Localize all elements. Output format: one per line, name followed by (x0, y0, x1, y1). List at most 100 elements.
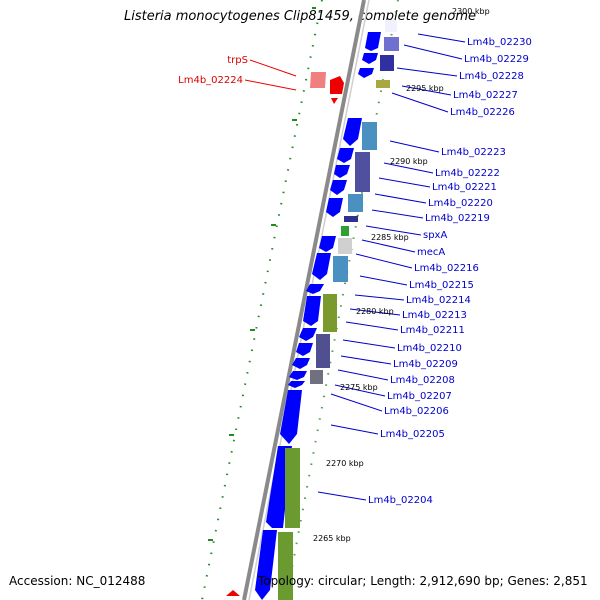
gene-arrow (303, 296, 321, 326)
gene-arrow (255, 530, 277, 600)
scale-label: 2270 kbp (326, 459, 364, 468)
label-connector (249, 59, 297, 77)
gene-label: Lm4b_02216 (414, 263, 479, 274)
category-block (333, 256, 348, 282)
gene-label: Lm4b_02228 (459, 71, 524, 82)
accession-label: Accession: NC_012488 (9, 574, 146, 588)
category-block (384, 37, 399, 51)
gene-arrow (296, 343, 313, 356)
label-connector (371, 209, 424, 219)
label-connector (334, 384, 386, 397)
gene-label: Lm4b_02219 (425, 213, 490, 224)
label-connector (337, 369, 389, 381)
label-connector (345, 321, 399, 331)
small-red-marker (331, 98, 338, 104)
category-block (278, 532, 293, 600)
category-block (344, 216, 358, 222)
label-connector (374, 193, 427, 204)
scale-label: 2290 kbp (390, 157, 428, 166)
gene-label: Lm4b_02204 (368, 495, 433, 506)
gene-arrow (358, 68, 374, 78)
label-connector (359, 275, 408, 286)
blue-gene-labels: Lm4b_02230 Lm4b_02229 Lm4b_02228 Lm4b_02227… (368, 37, 532, 506)
gene-arrow (330, 180, 347, 195)
gene-arrow-trps (310, 72, 326, 88)
scale-label: 2295 kbp (406, 84, 444, 93)
gene-arrow (306, 284, 324, 294)
gene-label: Lm4b_02230 (467, 37, 532, 48)
gene-label: Lm4b_02224 (178, 75, 243, 86)
gene-label: Lm4b_02229 (464, 54, 529, 65)
category-block (323, 294, 337, 332)
gene-arrow (319, 236, 336, 252)
gene-arrow (288, 381, 305, 388)
label-connector (317, 491, 367, 501)
gene-label: Lm4b_02210 (397, 343, 462, 354)
gene-arrow-lm4b-02224 (330, 76, 344, 94)
category-block (355, 152, 370, 192)
label-connector (417, 33, 466, 43)
scale-labels: 2300 kbp 2295 kbp 2290 kbp 2285 kbp 2280 kbp… (313, 7, 490, 543)
label-connector (396, 67, 458, 77)
label-connector (330, 393, 383, 412)
label-connector (389, 140, 440, 153)
gene-label: mecA (417, 247, 445, 258)
label-connector (354, 294, 405, 301)
gene-arrow (337, 148, 354, 163)
gene-label: Lm4b_02220 (428, 198, 493, 209)
gene-arrow (292, 358, 310, 369)
label-connector (361, 239, 416, 253)
scale-label: 2275 kbp (340, 383, 378, 392)
gene-arrow (299, 328, 317, 341)
category-block (341, 226, 349, 236)
gene-arrow (343, 118, 362, 146)
gene-label: Lm4b_02215 (409, 280, 474, 291)
label-connector (378, 177, 431, 188)
gene-arrow (280, 390, 302, 444)
label-connector (401, 85, 452, 96)
red-label-connectors (244, 59, 297, 91)
gene-label: Lm4b_02205 (380, 429, 445, 440)
scale-label: 2285 kbp (371, 233, 409, 242)
category-block (285, 448, 300, 528)
gene-arrow (289, 371, 307, 380)
scale-label: 2300 kbp (452, 7, 490, 16)
scale-label: 2265 kbp (313, 534, 351, 543)
label-connector (342, 339, 396, 349)
gene-label: Lm4b_02221 (432, 182, 497, 193)
gene-label: Lm4b_02223 (441, 147, 506, 158)
label-connector (244, 79, 297, 91)
category-block (316, 334, 330, 368)
blue-label-connectors (317, 33, 466, 501)
label-connector (391, 92, 449, 113)
functional-category-track (278, 20, 399, 600)
gene-arrow (334, 165, 350, 178)
gene-label: trpS (227, 55, 248, 66)
category-block (348, 194, 363, 212)
gene-label: Lm4b_02209 (393, 359, 458, 370)
gene-label: spxA (423, 230, 447, 241)
category-block (380, 55, 394, 71)
gene-arrows-red (226, 72, 344, 596)
label-connector (403, 44, 463, 60)
scale-label: 2280 kbp (356, 307, 394, 316)
outer-scale-ticks (208, 7, 316, 541)
gene-arrow (326, 198, 343, 217)
gene-label: Lm4b_02206 (384, 406, 449, 417)
gene-arrow (362, 53, 378, 64)
gene-arrows-blue (255, 32, 381, 600)
category-block (376, 80, 390, 88)
gene-arrow (365, 32, 381, 51)
category-block (385, 20, 397, 32)
category-block (310, 370, 323, 384)
label-connector (355, 253, 413, 269)
category-block (338, 238, 352, 254)
topology-label: Topology: circular; Length: 2,912,690 bp… (258, 574, 588, 588)
gene-label: Lm4b_02227 (453, 90, 518, 101)
red-gene-labels: trpS Lm4b_02224 (178, 55, 248, 86)
gene-label: Lm4b_02207 (387, 391, 452, 402)
gene-label: Lm4b_02214 (406, 295, 471, 306)
gene-label: Lm4b_02213 (402, 310, 467, 321)
label-connector (383, 162, 434, 174)
